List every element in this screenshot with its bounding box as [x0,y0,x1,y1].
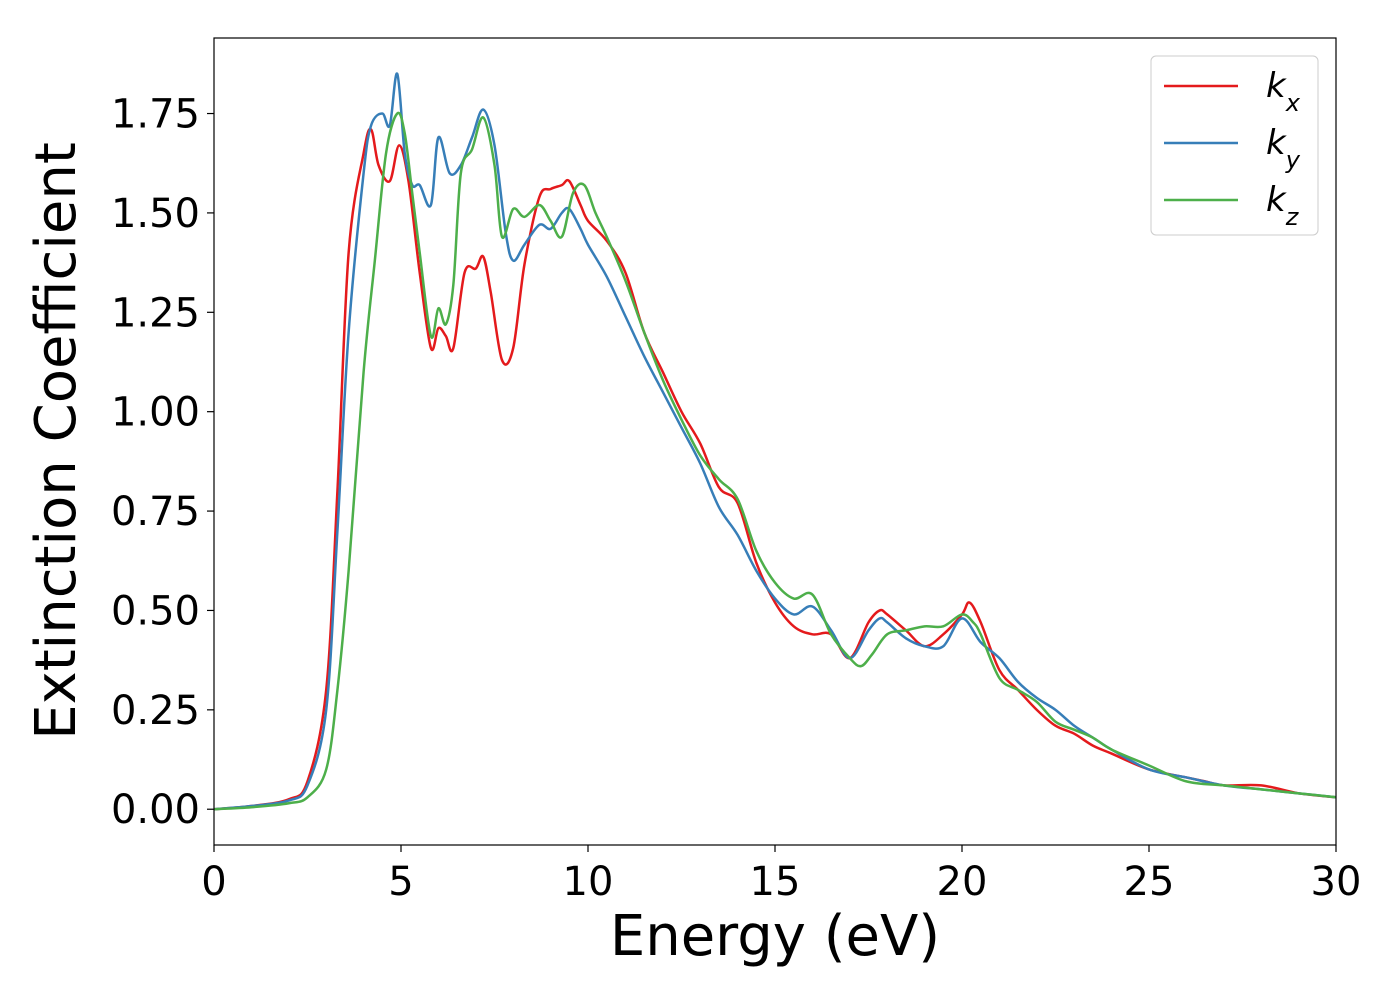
x-tick-label: 20 [937,859,988,905]
series-line-kz [213,111,1337,811]
legend-subscript: y [1285,146,1301,174]
x-axis-label: Energy (eV) [610,904,940,969]
y-axis-label: Extinction Coefficient [24,142,89,740]
y-tick-label: 1.50 [111,191,200,237]
series-line-ky [213,72,1337,811]
legend-subscript: x [1285,89,1301,117]
y-axis-ticks: 0.00 0.25 0.50 0.75 1.00 1.25 1.50 1.75 [111,92,214,833]
series-lines [213,72,1337,811]
y-tick-label: 1.25 [111,290,200,336]
y-tick-label: 0.75 [111,489,200,535]
y-tick-label: 0.50 [111,588,200,634]
x-tick-label: 25 [1124,859,1175,905]
legend-subscript: z [1285,203,1300,231]
x-axis-ticks: 0 5 10 15 20 25 30 [201,845,1361,905]
x-tick-label: 30 [1311,859,1362,905]
x-tick-label: 0 [201,859,226,905]
x-tick-label: 5 [388,859,413,905]
series-line-kx [213,127,1337,811]
y-tick-label: 0.00 [111,787,200,833]
legend-box [1150,55,1319,236]
x-tick-label: 10 [563,859,614,905]
y-tick-label: 0.25 [111,688,200,734]
y-tick-label: 1.75 [111,92,200,138]
y-tick-label: 1.00 [111,390,200,436]
x-tick-label: 15 [750,859,801,905]
